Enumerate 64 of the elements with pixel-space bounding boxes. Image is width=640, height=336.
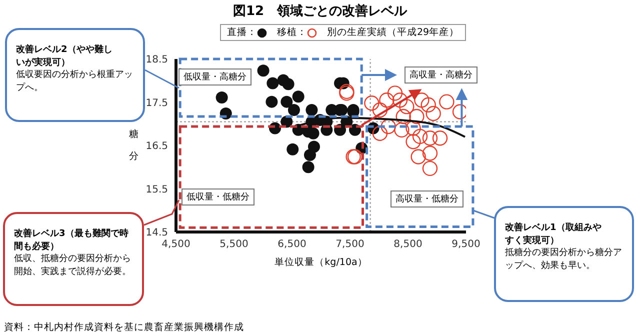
annotation: 高収量・低糖分	[390, 190, 464, 208]
point	[409, 108, 424, 124]
text: 改善レベル1（取組みやすく実現可）	[505, 222, 602, 247]
point	[406, 120, 421, 136]
point	[422, 146, 438, 161]
point	[364, 96, 380, 111]
point	[406, 134, 421, 150]
legend-label: 直播：	[227, 26, 258, 39]
x-axis-title: 単位収量（kg/10a）	[274, 256, 368, 269]
x-tick-label: 8,500	[394, 239, 422, 250]
point	[288, 104, 300, 116]
x-tick-label: 5,500	[220, 239, 248, 250]
point	[422, 130, 438, 146]
point	[216, 91, 228, 104]
point	[302, 161, 314, 174]
legend-title: 別の生産実績（平成29年産）	[327, 26, 460, 39]
point	[426, 106, 441, 122]
point	[372, 102, 388, 118]
point	[387, 86, 403, 101]
point	[282, 78, 294, 90]
point	[410, 149, 426, 164]
point	[266, 96, 278, 108]
text: 改善レベル2（やや難しいが実現可）	[16, 44, 114, 69]
text: 抵糖分の要因分析から糖分アップへ、効果も早い。	[505, 247, 623, 272]
point	[420, 97, 436, 112]
y-tick-label: 18.5	[146, 54, 168, 66]
point	[286, 143, 299, 156]
point	[280, 96, 293, 108]
text: 低収要因の分析から根重アップへ。	[16, 69, 134, 94]
point	[372, 126, 388, 141]
annotation: 低収量・低糖分	[182, 188, 254, 206]
point	[380, 118, 396, 134]
x-tick-label: 7,500	[336, 239, 364, 250]
point	[432, 130, 448, 146]
point	[414, 92, 430, 108]
point	[396, 108, 411, 124]
y-tick-label: 14.5	[146, 228, 168, 239]
legend-label: 移植：	[277, 26, 308, 39]
point	[392, 92, 408, 108]
annotation: 低収量・高糖分	[178, 68, 252, 86]
point	[422, 160, 438, 176]
y-tick-label: 16.5	[146, 141, 168, 152]
point	[257, 64, 270, 77]
point	[394, 122, 410, 138]
point	[412, 128, 428, 144]
x-tick-label: 4,500	[162, 239, 190, 250]
point	[379, 92, 394, 108]
point	[452, 104, 466, 120]
point	[292, 90, 304, 103]
point	[306, 104, 318, 116]
annotation: 高収量・高糖分	[404, 66, 478, 84]
chart-title: 図12 領域ごとの改善レベル	[232, 2, 408, 20]
x-tick-label: 9,500	[452, 239, 480, 250]
text: 資料：中札内村作成資料を基に農畜産業振興機構作成	[4, 321, 244, 334]
y-tick-label: 17.5	[146, 98, 168, 109]
point	[266, 77, 279, 90]
point	[304, 149, 316, 162]
y-tick-label: 15.5	[146, 184, 168, 196]
y-axis-title: 糖分	[129, 128, 140, 164]
text: 改善レベル3（最も難関で時間も必要）	[14, 228, 129, 253]
point	[439, 94, 454, 110]
point	[399, 98, 414, 114]
text: 低収、抵糖分の要因分析から開始、実践まで説得が必要。	[14, 253, 132, 278]
x-tick-label: 6,500	[278, 239, 306, 250]
